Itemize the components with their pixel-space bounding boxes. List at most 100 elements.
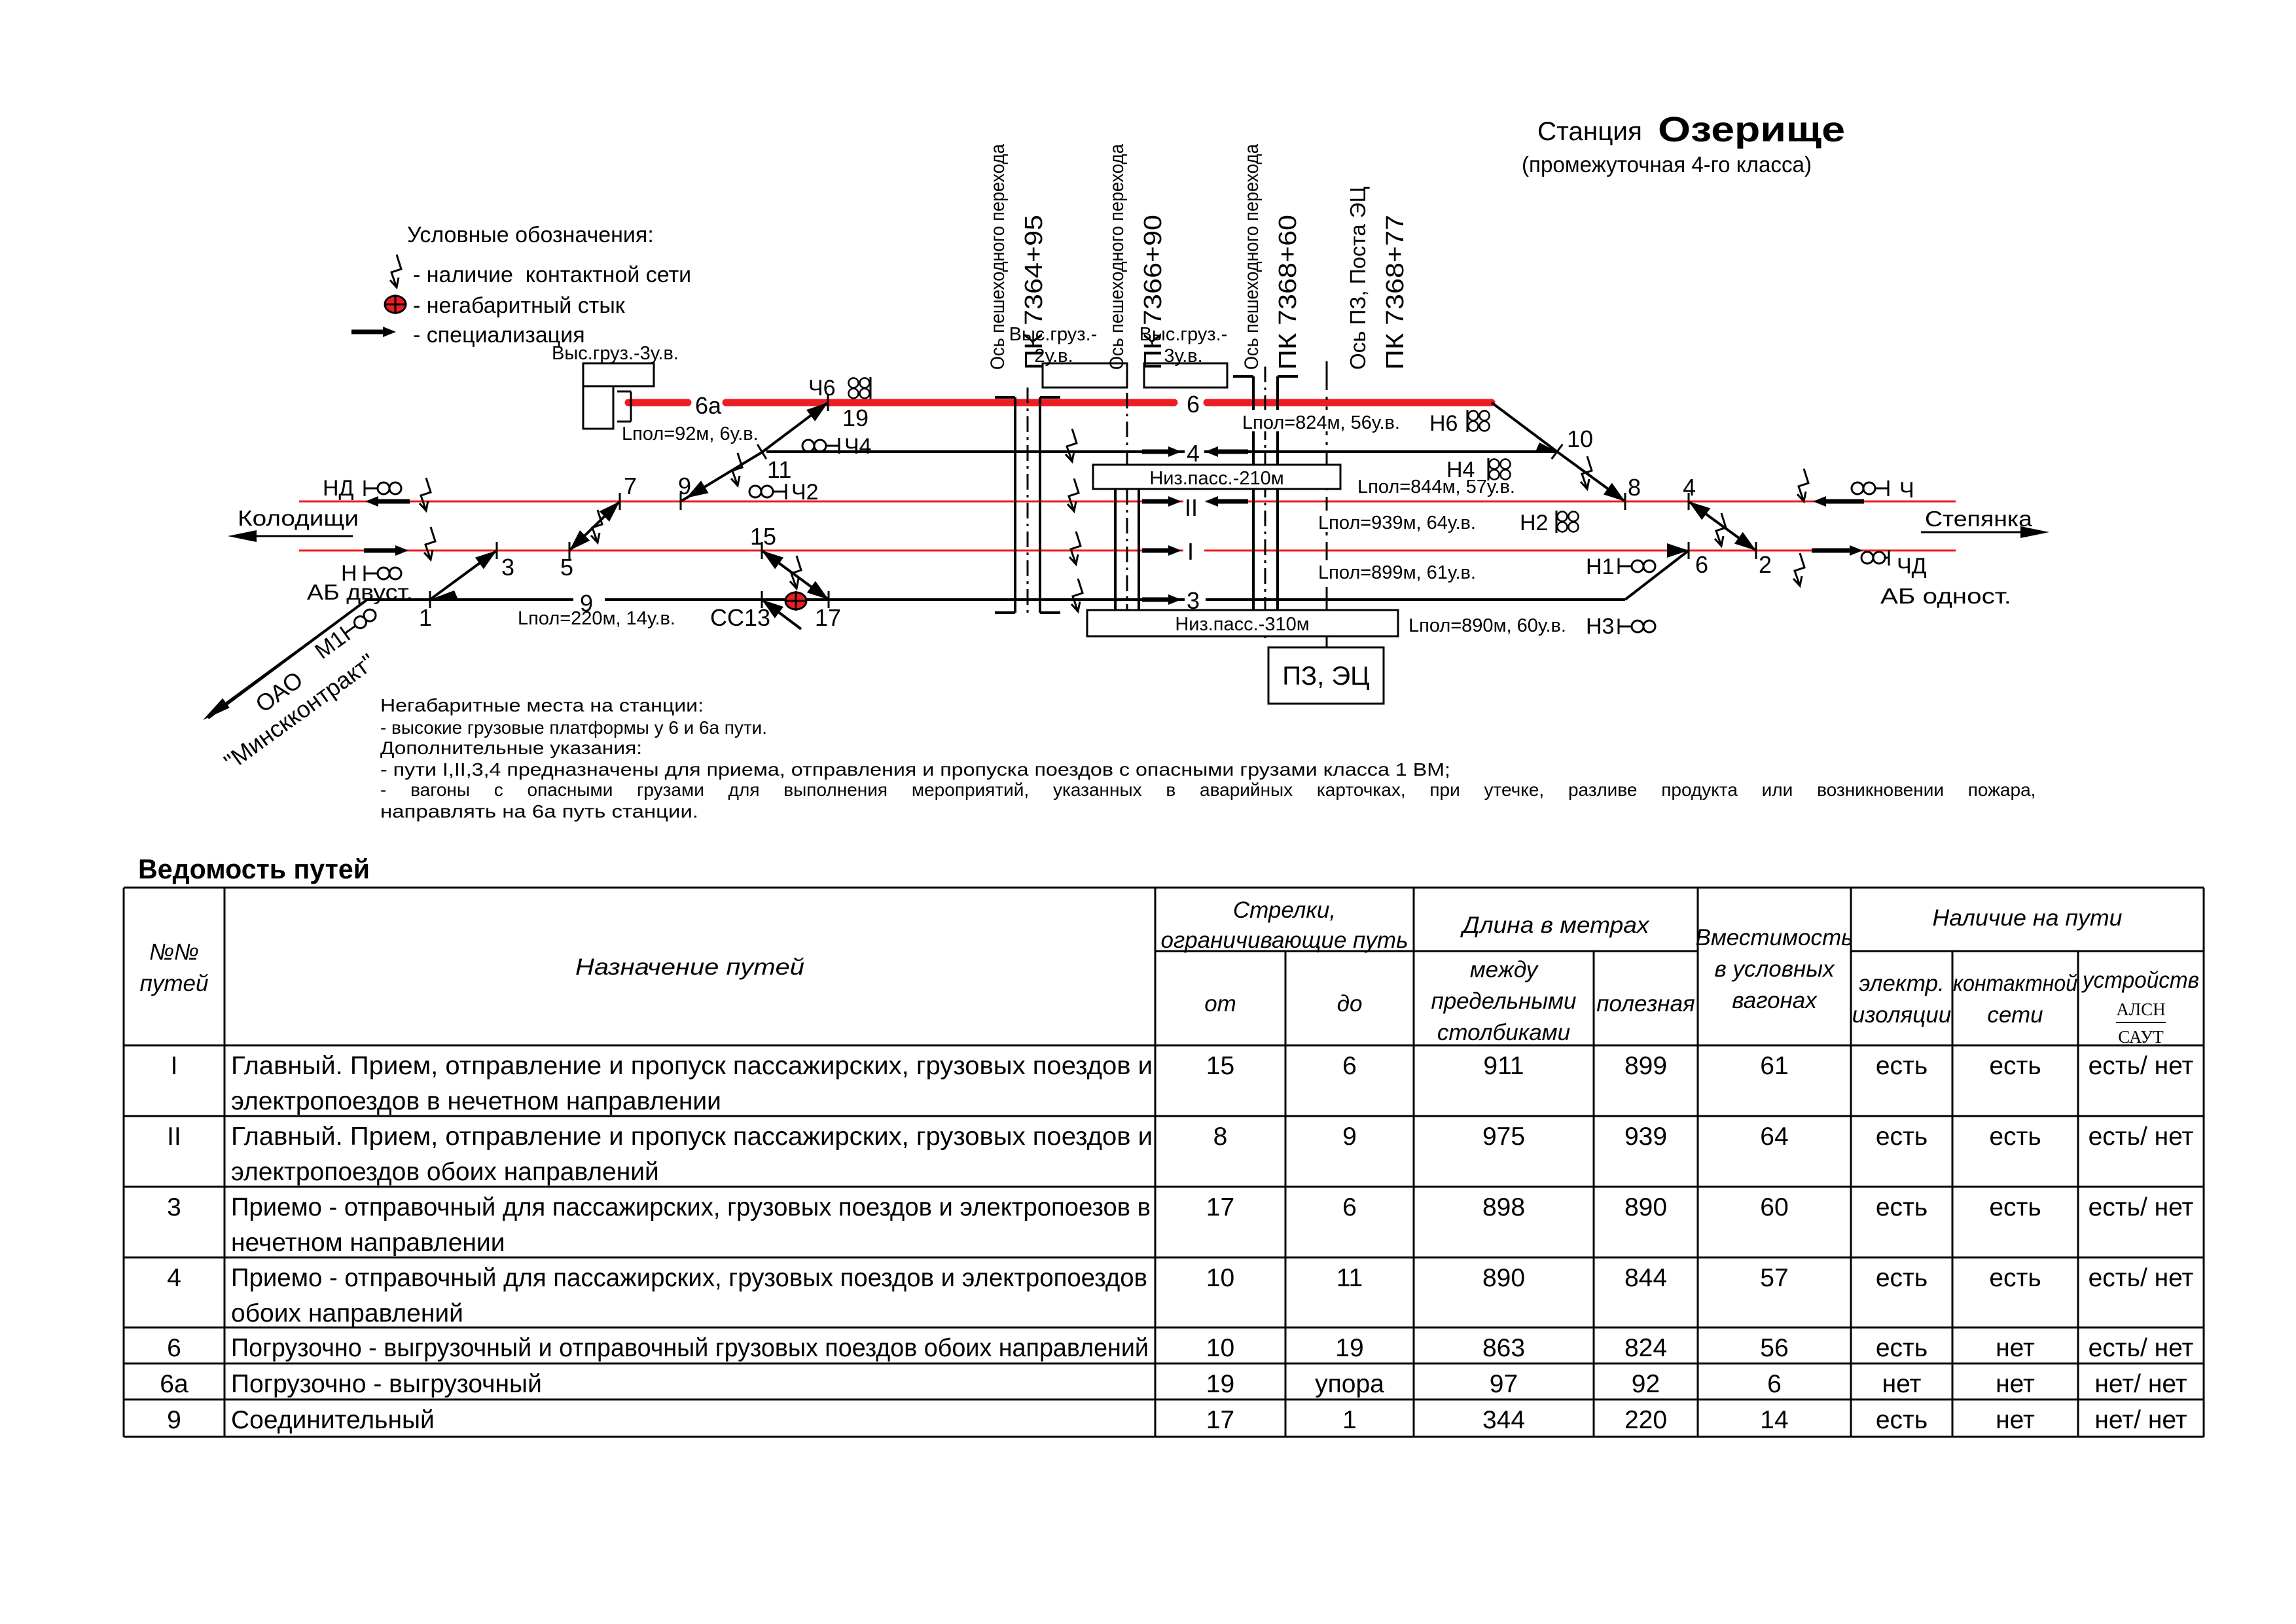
svg-text:Ч6: Ч6 xyxy=(808,376,836,401)
svg-text:890: 890 xyxy=(1482,1264,1525,1292)
svg-text:Ведомость путей: Ведомость путей xyxy=(138,854,370,884)
svg-text:Lпол=220м, 14у.в.: Lпол=220м, 14у.в. xyxy=(518,608,675,629)
svg-text:4: 4 xyxy=(1683,474,1696,501)
svg-text:нет/ нет: нет/ нет xyxy=(2094,1370,2187,1398)
svg-text:60: 60 xyxy=(1760,1193,1788,1221)
svg-text:6: 6 xyxy=(1187,391,1200,418)
svg-text:Назначение путей: Назначение путей xyxy=(575,954,804,980)
svg-text:вагонах: вагонах xyxy=(1732,988,1818,1013)
svg-text:61: 61 xyxy=(1760,1052,1788,1080)
svg-text:АБ одност.: АБ одност. xyxy=(1880,584,2011,608)
svg-text:9: 9 xyxy=(678,473,691,499)
svg-text:6а: 6а xyxy=(160,1370,188,1398)
svg-text:есть: есть xyxy=(1876,1264,1928,1292)
svg-text:(промежуточная 4-го класса): (промежуточная 4-го класса) xyxy=(1522,153,1812,177)
svg-text:есть/ нет: есть/ нет xyxy=(2089,1052,2194,1080)
svg-text:Lпол=939м, 64у.в.: Lпол=939м, 64у.в. xyxy=(1318,513,1476,533)
svg-text:есть: есть xyxy=(1989,1193,2041,1221)
svg-text:15: 15 xyxy=(750,523,776,550)
svg-text:3у.в.: 3у.в. xyxy=(1164,346,1202,367)
svg-text:Н: Н xyxy=(341,561,357,586)
svg-text:Ось ПЗ, Поста ЭЦ: Ось ПЗ, Поста ЭЦ xyxy=(1346,187,1370,370)
svg-text:ПЗ, ЭЦ: ПЗ, ЭЦ xyxy=(1282,662,1369,691)
svg-text:ПК 7368+60: ПК 7368+60 xyxy=(1274,215,1302,370)
svg-text:6: 6 xyxy=(1342,1193,1357,1221)
svg-text:Условные обозначения:: Условные обозначения: xyxy=(407,223,654,247)
svg-text:7: 7 xyxy=(624,473,637,499)
svg-text:есть: есть xyxy=(1876,1193,1928,1221)
svg-text:Колодищи: Колодищи xyxy=(238,506,359,530)
svg-text:ПК 7364+95: ПК 7364+95 xyxy=(1020,215,1048,370)
svg-text:6: 6 xyxy=(167,1334,181,1362)
svg-text:ограничивающие путь: ограничивающие путь xyxy=(1160,928,1408,953)
svg-text:есть: есть xyxy=(1989,1123,2041,1151)
svg-text:до: до xyxy=(1337,991,1363,1017)
svg-text:5: 5 xyxy=(560,554,573,581)
svg-text:Н3: Н3 xyxy=(1586,614,1614,639)
svg-text:Ч2: Ч2 xyxy=(791,480,819,505)
svg-text:939: 939 xyxy=(1624,1123,1667,1151)
svg-text:64: 64 xyxy=(1760,1123,1788,1151)
svg-text:Главный. Прием, отправление и: Главный. Прием, отправление и пропуск па… xyxy=(231,1123,1153,1151)
svg-text:17: 17 xyxy=(1206,1193,1234,1221)
svg-text:Негабаритные места на станции:: Негабаритные места на станции: xyxy=(380,695,704,715)
svg-text:I: I xyxy=(171,1052,178,1080)
svg-text:нет: нет xyxy=(1996,1370,2035,1398)
svg-text:Lпол=844м, 57у.в.: Lпол=844м, 57у.в. xyxy=(1357,477,1515,497)
svg-text:19: 19 xyxy=(1206,1370,1234,1398)
svg-text:9: 9 xyxy=(580,590,593,617)
svg-text:Н1: Н1 xyxy=(1586,554,1614,579)
svg-text:Погрузочно - выгрузочный и отп: Погрузочно - выгрузочный и отправочный г… xyxy=(231,1334,1149,1362)
svg-text:контактной: контактной xyxy=(1953,971,2077,996)
svg-text:ЧД: ЧД xyxy=(1897,554,1927,579)
svg-text:1: 1 xyxy=(419,604,432,631)
svg-text:898: 898 xyxy=(1482,1193,1525,1221)
svg-text:2: 2 xyxy=(1759,551,1772,578)
svg-text:№№: №№ xyxy=(149,939,199,965)
svg-text:АБ двуст.: АБ двуст. xyxy=(307,580,413,604)
svg-text:6а: 6а xyxy=(695,392,722,419)
svg-text:Выс.груз.-: Выс.груз.- xyxy=(1139,324,1228,345)
svg-text:97: 97 xyxy=(1490,1370,1518,1398)
svg-text:Длина в метрах: Длина в метрах xyxy=(1460,912,1650,938)
svg-text:Озерище: Озерище xyxy=(1658,110,1845,149)
svg-text:Наличие на пути: Наличие на пути xyxy=(1933,905,2123,931)
svg-text:Низ.пасс.-310м: Низ.пасс.-310м xyxy=(1175,614,1309,635)
svg-text:путей: путей xyxy=(140,971,209,996)
svg-text:Lпол=890м, 60у.в.: Lпол=890м, 60у.в. xyxy=(1408,615,1566,636)
svg-text:Н6: Н6 xyxy=(1429,411,1458,436)
svg-text:электропоездов в нечетном напр: электропоездов в нечетном направлении xyxy=(231,1087,721,1115)
svg-text:Выс.груз.-3у.в.: Выс.груз.-3у.в. xyxy=(552,343,679,364)
svg-text:Ось пешеходного перехода: Ось пешеходного перехода xyxy=(987,144,1009,370)
svg-text:19: 19 xyxy=(1335,1334,1363,1362)
svg-text:10: 10 xyxy=(1206,1264,1234,1292)
svg-text:изоляции: изоляции xyxy=(1852,1002,1951,1028)
svg-text:Погрузочно - выгрузочный: Погрузочно - выгрузочный xyxy=(231,1370,542,1398)
svg-text:15: 15 xyxy=(1206,1052,1234,1080)
svg-text:электропоездов обоих направлен: электропоездов обоих направлений xyxy=(231,1158,659,1186)
svg-text:Выс.груз.-: Выс.груз.- xyxy=(1009,324,1098,345)
svg-text:Низ.пасс.-210м: Низ.пасс.-210м xyxy=(1149,468,1283,489)
svg-text:столбиками: столбиками xyxy=(1437,1020,1570,1045)
svg-text:14: 14 xyxy=(1760,1406,1788,1434)
svg-text:863: 863 xyxy=(1482,1334,1525,1362)
svg-text:Приемо - отправочный для пасса: Приемо - отправочный для пассажирских, г… xyxy=(231,1264,1147,1292)
svg-text:3: 3 xyxy=(167,1193,181,1221)
svg-text:Стрелки,: Стрелки, xyxy=(1233,897,1336,923)
svg-text:упора: упора xyxy=(1315,1370,1384,1398)
svg-text:4: 4 xyxy=(167,1264,181,1292)
svg-text:6: 6 xyxy=(1767,1370,1782,1398)
svg-text:Ось пешеходного перехода: Ось пешеходного перехода xyxy=(1241,144,1263,370)
svg-text:56: 56 xyxy=(1760,1334,1788,1362)
svg-text:6: 6 xyxy=(1342,1052,1357,1080)
svg-text:Главный. Прием, отправление и: Главный. Прием, отправление и пропуск па… xyxy=(231,1052,1153,1080)
svg-text:9: 9 xyxy=(1342,1123,1357,1151)
svg-text:ПК 7366+90: ПК 7366+90 xyxy=(1139,215,1167,370)
svg-text:Lпол=899м, 61у.в.: Lпол=899м, 61у.в. xyxy=(1318,562,1476,583)
svg-text:8: 8 xyxy=(1628,474,1641,501)
svg-text:есть: есть xyxy=(1989,1052,2041,1080)
svg-text:СС13: СС13 xyxy=(710,604,770,631)
svg-text:САУТ: САУТ xyxy=(2118,1027,2164,1047)
svg-text:II: II xyxy=(1185,494,1198,521)
svg-text:электр.: электр. xyxy=(1859,971,1945,996)
